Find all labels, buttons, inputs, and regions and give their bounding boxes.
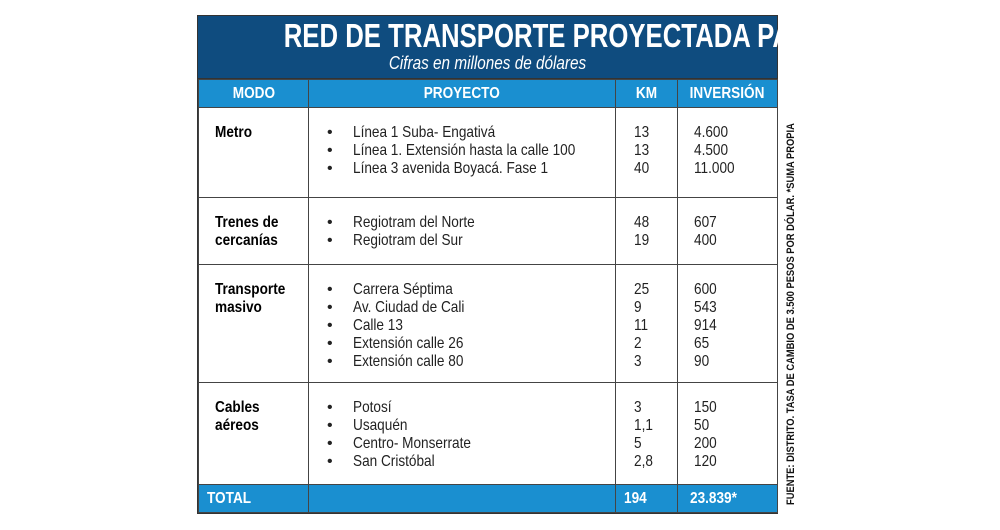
inversion-value: 543 (694, 299, 717, 316)
km-value: 2 (634, 335, 642, 352)
inversion-value: 914 (694, 317, 717, 334)
km-value: 48 (634, 214, 650, 231)
inversion-value: 400 (694, 232, 717, 249)
table-title: RED DE TRANSPORTE PROYECTADA PARA 2035 (283, 17, 892, 54)
bullet-icon: • (327, 399, 333, 416)
project-item: • Línea 1. Extensión hasta la calle 100 (327, 142, 576, 159)
project-item: • Regiotram del Sur (327, 232, 463, 249)
bullet-icon: • (327, 160, 333, 177)
header-modo: MODO (198, 79, 309, 108)
inversion-value: 65 (694, 335, 710, 352)
km-value: 9 (634, 299, 642, 316)
bullet-icon: • (327, 142, 333, 159)
total-label: TOTAL (198, 484, 309, 513)
project-cell: • Potosí • Usaquén • Centro- Monserrate • San C… (308, 382, 616, 485)
inversion-value: 120 (694, 453, 717, 470)
inversion-value: 4.500 (694, 142, 729, 159)
km-cell: 13 13 40 (615, 107, 678, 198)
bullet-icon: • (327, 453, 333, 470)
km-value: 5 (634, 435, 642, 452)
mode-cell: Metro (198, 107, 309, 198)
header-inversion: INVERSIÓN (677, 79, 778, 108)
header-row: MODO PROYECTO KM INVERSIÓN (198, 79, 778, 108)
bullet-icon: • (327, 281, 333, 298)
section-row: Transporte masivo • Carrera Séptima • Av. Ci… (198, 264, 778, 383)
inversion-value: 90 (694, 353, 710, 370)
bullet-icon: • (327, 353, 333, 370)
project-item: • Regiotram del Norte (327, 214, 475, 231)
project-item: • Calle 13 (327, 317, 403, 334)
project-cell: • Regiotram del Norte • Regiotram del Sur (308, 197, 616, 265)
inversion-value: 200 (694, 435, 717, 452)
data-table: MODO PROYECTO KM INVERSIÓN Metro • Línea … (198, 79, 778, 513)
bullet-icon: • (327, 435, 333, 452)
bullet-icon: • (327, 214, 333, 231)
section-row: Trenes de cercanías • Regiotram del Norte •… (198, 197, 778, 265)
inversion-cell: 600 543 914 65 90 (677, 264, 778, 383)
km-value: 3 (634, 353, 642, 370)
header-km: KM (615, 79, 678, 108)
project-item: • Potosí (327, 399, 392, 416)
km-value: 11 (634, 317, 649, 334)
project-item: • Extensión calle 26 (327, 335, 464, 352)
mode-cell: Trenes de cercanías (198, 197, 309, 265)
km-value: 3 (634, 399, 642, 416)
km-value: 40 (634, 160, 650, 177)
project-item: • Línea 3 avenida Boyacá. Fase 1 (327, 160, 549, 177)
bullet-icon: • (327, 124, 333, 141)
inversion-value: 600 (694, 281, 717, 298)
km-cell: 25 9 11 2 3 (615, 264, 678, 383)
project-item: • Usaquén (327, 417, 408, 434)
inversion-value: 4.600 (694, 124, 729, 141)
bullet-icon: • (327, 417, 333, 434)
bullet-icon: • (327, 232, 333, 249)
project-item: • Centro- Monserrate (327, 435, 471, 452)
km-value: 13 (634, 124, 650, 141)
source-note: FUENTE: DISTRITO. TASA DE CAMBIO DE 3.50… (785, 123, 797, 505)
inversion-value: 11.000 (694, 160, 735, 177)
inversion-cell: 607 400 (677, 197, 778, 265)
title-bar: RED DE TRANSPORTE PROYECTADA PARA 2035 C… (198, 16, 892, 79)
inversion-value: 50 (694, 417, 710, 434)
project-cell: • Línea 1 Suba- Engativá • Línea 1. Extensi… (308, 107, 616, 198)
km-value: 1,1 (634, 417, 653, 434)
project-item: • Extensión calle 80 (327, 353, 464, 370)
km-value: 13 (634, 142, 650, 159)
project-item: • Carrera Séptima (327, 281, 453, 298)
mode-cell: Cables aéreos (198, 382, 309, 485)
km-value: 25 (634, 281, 650, 298)
mode-cell: Transporte masivo (198, 264, 309, 383)
project-item: • Línea 1 Suba- Engativá (327, 124, 496, 141)
inversion-value: 150 (694, 399, 717, 416)
bullet-icon: • (327, 317, 333, 334)
inversion-value: 607 (694, 214, 717, 231)
bullet-icon: • (327, 335, 333, 352)
table-subtitle: Cifras en millones de dólares (388, 53, 587, 73)
project-cell: • Carrera Séptima • Av. Ciudad de Cali • Call… (308, 264, 616, 383)
total-km: 194 (615, 484, 678, 513)
inversion-cell: 150 50 200 120 (677, 382, 778, 485)
inversion-cell: 4.600 4.500 11.000 (677, 107, 778, 198)
project-item: • San Cristóbal (327, 453, 435, 470)
total-inversion: 23.839* (677, 484, 778, 513)
transport-table: RED DE TRANSPORTE PROYECTADA PARA 2035 C… (197, 15, 892, 514)
project-item: • Av. Ciudad de Cali (327, 299, 465, 316)
km-value: 19 (634, 232, 650, 249)
total-row: TOTAL 194 23.839* (198, 484, 778, 513)
section-row: Metro • Línea 1 Suba- Engativá • Línea 1. E… (198, 107, 778, 198)
km-cell: 48 19 (615, 197, 678, 265)
km-cell: 3 1,1 5 2,8 (615, 382, 678, 485)
bullet-icon: • (327, 299, 333, 316)
header-proyecto: PROYECTO (308, 79, 616, 108)
section-row: Cables aéreos • Potosí • Usaquén • Centro- Mon… (198, 382, 778, 485)
km-value: 2,8 (634, 453, 653, 470)
